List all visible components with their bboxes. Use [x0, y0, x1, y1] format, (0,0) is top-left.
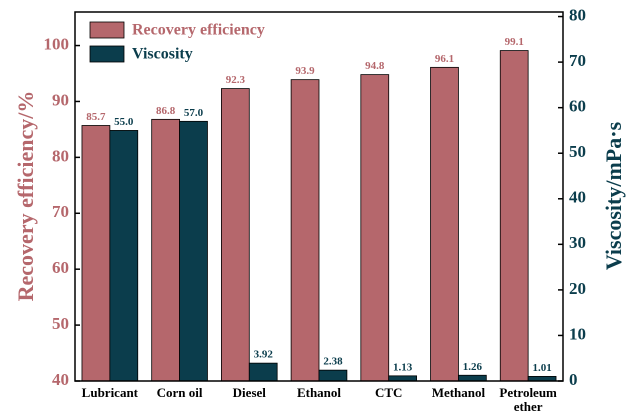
data-label: 86.8 [156, 105, 176, 117]
legend-swatch [89, 21, 125, 39]
legend-swatch [89, 45, 125, 63]
data-label: 99.1 [505, 36, 524, 48]
data-label: 1.26 [463, 361, 483, 373]
data-label: 3.92 [254, 349, 274, 361]
y-tick-label: 90 [52, 90, 69, 109]
y2-tick-label: 70 [569, 51, 586, 70]
y-axis-title: Recovery efficiency/% [13, 91, 38, 302]
data-label: 93.9 [295, 65, 315, 77]
bar [248, 362, 278, 382]
data-label: 2.38 [323, 356, 343, 368]
data-label: 57.0 [184, 107, 204, 119]
x-tick-label: Ethanol [296, 385, 342, 400]
y2-tick-label: 80 [569, 5, 586, 24]
data-label: 55.0 [114, 116, 134, 128]
y2-tick-label: 0 [569, 370, 578, 389]
x-tick-label: Lubricant [81, 385, 139, 400]
x-tick-label: Petroleum ether [499, 385, 557, 414]
bar [290, 79, 320, 382]
y2-tick-label: 20 [569, 279, 586, 298]
y2-tick-label: 10 [569, 324, 586, 343]
bar [151, 118, 180, 382]
data-label: 1.13 [393, 361, 413, 373]
data-label: 1.01 [532, 362, 551, 374]
x-tick-label: Diesel [232, 385, 266, 400]
x-tick-label: Methanol [431, 385, 486, 400]
bar [458, 374, 487, 382]
y2-tick-label: 40 [569, 188, 586, 207]
y-tick-label: 40 [52, 370, 69, 389]
bar [388, 375, 418, 382]
y-tick-label: 70 [52, 202, 69, 221]
y2-tick-label: 30 [569, 233, 586, 252]
bar [430, 66, 459, 382]
y-tick-label: 60 [52, 258, 69, 277]
legend-label: Recovery efficiency [132, 22, 265, 39]
x-tick-label: Corn oil [156, 385, 203, 400]
bar [179, 120, 208, 382]
y2-axis-title: Viscosity/mPa·s [601, 121, 626, 270]
y2-tick-label: 60 [569, 97, 586, 116]
y-tick-label: 100 [44, 34, 70, 53]
bar [220, 88, 250, 382]
y-tick-label: 50 [52, 314, 69, 333]
x-tick-label: CTC [374, 385, 403, 400]
y-tick-label: 80 [52, 146, 69, 165]
data-label: 92.3 [226, 74, 246, 86]
bar [109, 130, 139, 382]
y2-tick-label: 50 [569, 142, 586, 161]
data-label: 94.8 [365, 60, 385, 72]
bar [318, 369, 348, 382]
bar [81, 125, 111, 382]
bar [360, 74, 390, 382]
bar [499, 50, 529, 382]
plot-frame [74, 11, 564, 382]
data-label: 96.1 [435, 53, 454, 65]
data-label: 85.7 [86, 111, 106, 123]
legend-label: Viscosity [132, 46, 193, 63]
